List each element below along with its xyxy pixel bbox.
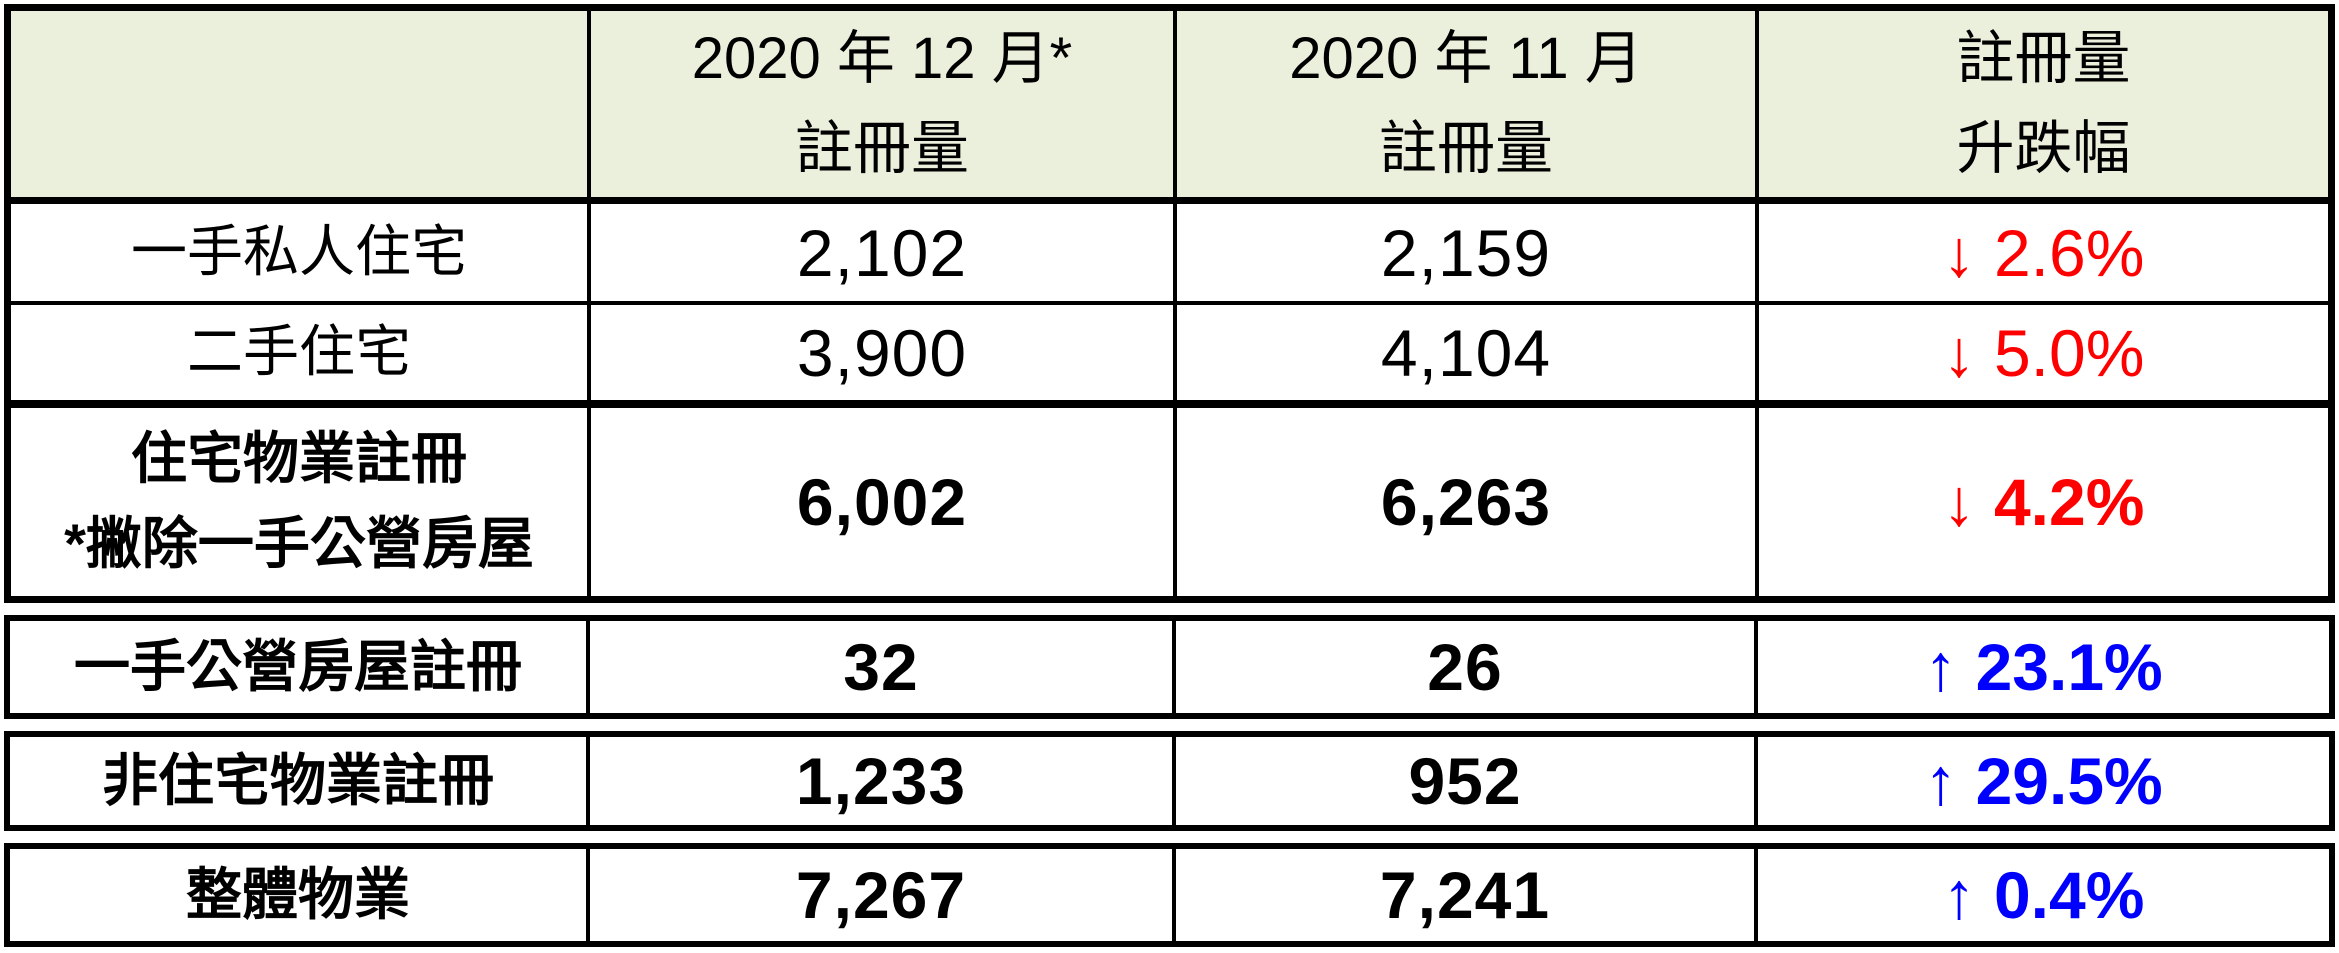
nov-value: 952 [1172,737,1754,825]
main-table-block: 2020 年 12 月* 註冊量 2020 年 11 月 註冊量 註冊量 升跌幅… [4,4,2335,603]
row-label: 二手住宅 [187,320,411,384]
change-value: ↑ 23.1% [1754,621,2329,713]
dec-value: 1,233 [586,737,1172,825]
header-nov-cell: 2020 年 11 月 註冊量 [1173,11,1755,197]
row-label: 一手公營房屋註冊 [74,634,522,698]
row-label: 一手私人住宅 [131,220,467,284]
change-value: ↑ 0.4% [1754,849,2329,941]
public-housing-block: 一手公營房屋註冊 32 26 ↑ 23.1% [4,615,2335,719]
nov-value: 2,159 [1173,204,1755,301]
change-value: ↓ 4.2% [1755,408,2328,596]
table-row: 住宅物業註冊 *撇除一手公營房屋 6,002 6,263 ↓ 4.2% [11,400,2328,596]
header-change-line1: 註冊量 [1956,26,2131,91]
change-value: ↑ 29.5% [1754,737,2329,825]
dec-value: 7,267 [586,849,1172,941]
nov-value: 6,263 [1173,408,1755,596]
dec-value: 32 [586,621,1172,713]
table-row: 整體物業 7,267 7,241 ↑ 0.4% [10,849,2329,941]
table-row: 非住宅物業註冊 1,233 952 ↑ 29.5% [10,737,2329,825]
header-dec-line1: 2020 年 12 月* [691,26,1073,91]
table-row: 一手私人住宅 2,102 2,159 ↓ 2.6% [11,204,2328,301]
header-dec-line2: 註冊量 [794,116,969,181]
dec-value: 3,900 [587,305,1173,400]
row-label-line2: *撇除一手公營房屋 [64,512,534,575]
nov-value: 4,104 [1173,305,1755,400]
header-corner-cell [11,11,587,197]
dec-value: 2,102 [587,204,1173,301]
change-value: ↓ 2.6% [1755,204,2328,301]
table-row: 一手公營房屋註冊 32 26 ↑ 23.1% [10,621,2329,713]
row-label: 整體物業 [186,862,410,926]
dec-value: 6,002 [587,408,1173,596]
row-label-line1: 住宅物業註冊 [131,427,467,491]
header-dec-cell: 2020 年 12 月* 註冊量 [587,11,1173,197]
nov-value: 7,241 [1172,849,1754,941]
overall-property-block: 整體物業 7,267 7,241 ↑ 0.4% [4,843,2335,947]
header-change-cell: 註冊量 升跌幅 [1755,11,2328,197]
row-label: 非住宅物業註冊 [102,748,494,812]
row-label: 住宅物業註冊 *撇除一手公營房屋 [11,408,587,596]
table-row: 二手住宅 3,900 4,104 ↓ 5.0% [11,301,2328,400]
table-header-row: 2020 年 12 月* 註冊量 2020 年 11 月 註冊量 註冊量 升跌幅 [11,11,2328,204]
nov-value: 26 [1172,621,1754,713]
header-nov-line2: 註冊量 [1378,116,1553,181]
header-nov-line1: 2020 年 11 月 [1289,26,1643,91]
header-change-line2: 升跌幅 [1956,116,2131,181]
non-residential-block: 非住宅物業註冊 1,233 952 ↑ 29.5% [4,731,2335,831]
change-value: ↓ 5.0% [1755,305,2328,400]
